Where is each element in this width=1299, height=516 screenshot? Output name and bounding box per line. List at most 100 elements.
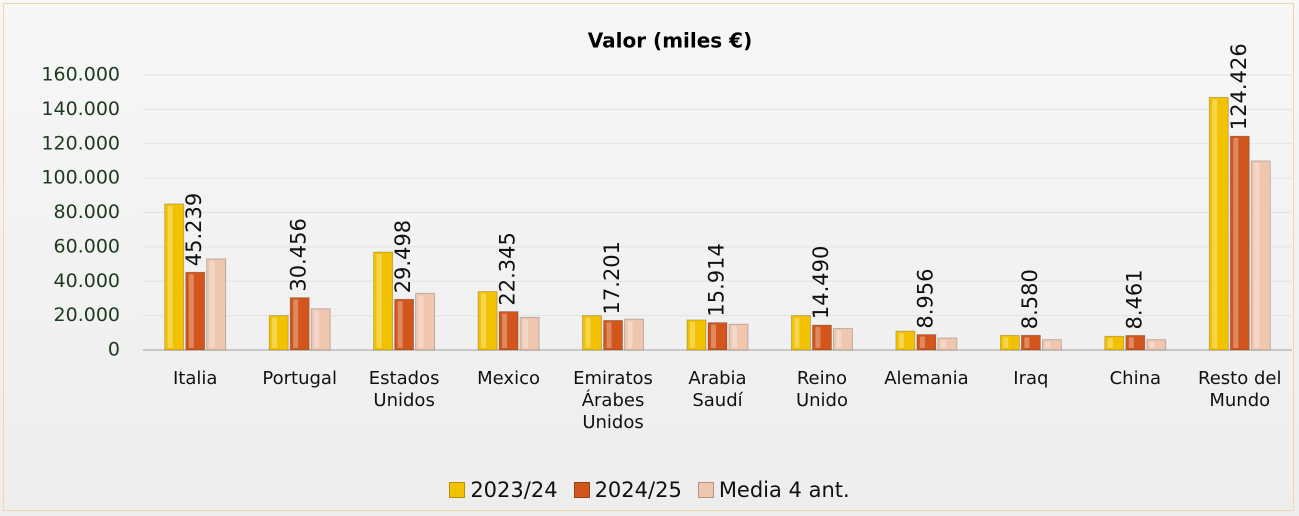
bar (916, 334, 937, 351)
x-tick-label: Arabia Saudí (688, 368, 747, 411)
bar (1041, 339, 1062, 351)
y-tick-label: 60.000 (54, 235, 120, 257)
bar (477, 291, 498, 351)
bar (206, 258, 227, 351)
data-label: 8.461 (1122, 269, 1146, 329)
bar (373, 251, 394, 351)
bar-highlight (314, 310, 320, 348)
data-label: 45.239 (182, 193, 206, 266)
x-tick-label: Emiratos Árabes Unidos (573, 368, 653, 433)
bar-highlight (836, 330, 842, 348)
bar-highlight (272, 317, 278, 348)
bar (164, 203, 185, 351)
bar (1104, 335, 1125, 351)
bar (394, 298, 415, 351)
data-label: 29.498 (391, 220, 415, 293)
y-tick-label: 120.000 (41, 132, 120, 154)
bar (999, 334, 1020, 351)
bar-highlight (418, 295, 424, 348)
data-label: 124.426 (1227, 43, 1251, 130)
bar (895, 330, 916, 351)
bar (1250, 160, 1271, 351)
x-tick-label: Estados Unidos (368, 368, 440, 411)
bar (624, 318, 644, 351)
bar (833, 328, 853, 351)
bar (415, 292, 436, 351)
bar-highlight (815, 327, 821, 348)
bar (686, 319, 707, 351)
frame (3, 3, 1294, 511)
bar-highlight (1128, 337, 1134, 348)
bar-highlight (732, 326, 737, 348)
bar (1020, 334, 1041, 351)
bar-highlight (627, 321, 633, 348)
data-label: 30.456 (287, 218, 311, 291)
bar-highlight (293, 299, 299, 348)
bar (728, 323, 749, 351)
data-label: 22.345 (496, 232, 520, 305)
y-tick-label: 40.000 (54, 270, 120, 292)
bar (937, 337, 958, 351)
x-tick-label: China (1109, 368, 1162, 389)
bar-highlight (690, 321, 695, 348)
legend-label: 2024/25 (594, 478, 682, 502)
legend: 2023/24 2024/25 Media 4 ant. (0, 478, 1299, 502)
data-label: 8.580 (1018, 269, 1042, 329)
data-label: 8.956 (913, 268, 937, 328)
bar-highlight (794, 317, 800, 348)
x-tick-label: Iraq (1013, 368, 1049, 389)
bar-highlight (940, 339, 946, 348)
bar-highlight (606, 322, 612, 348)
bar-highlight (209, 260, 215, 348)
legend-item: Media 4 ant. (697, 478, 850, 502)
bar (185, 271, 206, 351)
bar-highlight (397, 301, 403, 348)
bar-highlight (711, 324, 716, 348)
bar (268, 315, 289, 351)
bar-highlight (188, 274, 194, 348)
bar (582, 315, 602, 351)
bar-highlight (376, 254, 382, 348)
y-tick-label: 20.000 (54, 304, 120, 326)
bar-highlight (1212, 99, 1218, 348)
bar (1146, 339, 1167, 351)
bar (498, 311, 519, 351)
bar-highlight (1149, 341, 1155, 348)
bar-highlight (1024, 337, 1030, 348)
legend-swatch (573, 482, 590, 498)
bar (603, 320, 623, 351)
legend-label: 2023/24 (470, 478, 558, 502)
bar (1125, 335, 1146, 351)
data-label: 17.201 (600, 241, 624, 314)
bar (289, 297, 310, 351)
y-tick-label: 80.000 (54, 201, 120, 223)
bar-highlight (1003, 337, 1009, 348)
x-tick-label: Portugal (262, 368, 337, 389)
y-tick-label: 0 (108, 339, 120, 361)
bar-highlight (523, 319, 529, 348)
bar (1208, 96, 1229, 351)
bar-highlight (502, 313, 508, 348)
legend-swatch (697, 482, 714, 498)
legend-item: 2024/25 (573, 478, 682, 502)
bar (791, 315, 811, 351)
legend-item: 2023/24 (449, 478, 558, 502)
bar (519, 316, 540, 351)
bar (310, 308, 331, 351)
y-tick-label: 140.000 (41, 98, 120, 120)
bar-highlight (481, 293, 487, 348)
x-tick-label: Reino Unido (795, 368, 848, 411)
bar-highlight (898, 333, 904, 348)
data-label: 15.914 (705, 243, 729, 316)
x-tick-label: Italia (173, 368, 218, 389)
bar-highlight (1045, 341, 1051, 348)
bar-highlight (919, 336, 925, 348)
x-tick-label: Mexico (477, 368, 540, 389)
y-tick-label: 160.000 (41, 64, 120, 86)
legend-label: Media 4 ant. (718, 478, 850, 502)
y-tick-label: 100.000 (41, 167, 120, 189)
x-tick-label: Resto del Mundo (1198, 368, 1282, 411)
bar (1229, 135, 1250, 351)
